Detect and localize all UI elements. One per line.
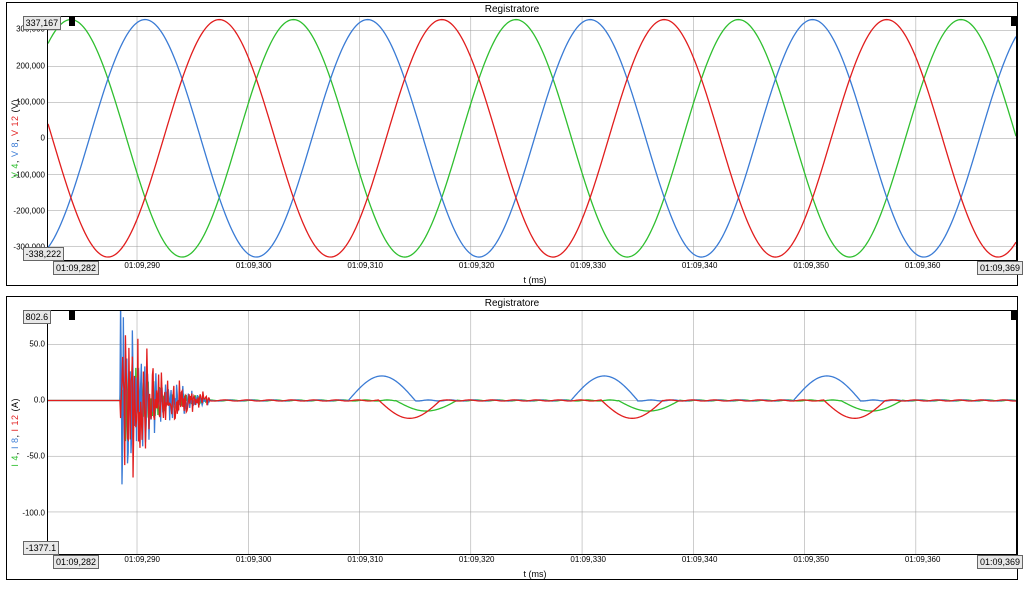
x-axis-label: t (ms) (53, 275, 1017, 285)
plot-wrap: V 4, V 8, V 12 (V) -300,000-200,000-100,… (7, 16, 1017, 261)
x-tick-label: 01:09,300 (236, 261, 272, 270)
x-tick-label: 01:09,360 (905, 261, 941, 270)
voltage-plot-area[interactable] (47, 16, 1017, 261)
chart-title: Registratore (7, 297, 1017, 310)
x-min-badge: 01:09,282 (53, 261, 99, 275)
y-tick-label: -100,000 (13, 170, 45, 179)
right-marker[interactable] (1011, 310, 1017, 320)
y-tick-label: 100,000 (16, 98, 45, 107)
x-tick-label: 01:09,320 (459, 261, 495, 270)
y-max-badge: 802.6 (23, 310, 52, 324)
y-tick-label: 200,000 (16, 61, 45, 70)
y-min-badge: -1377.1 (23, 541, 60, 555)
x-tick-label: 01:09,330 (570, 261, 606, 270)
current-plot-area[interactable] (47, 310, 1017, 555)
y-tick-label: 50.0 (29, 340, 45, 349)
y-tick-label: -100.0 (22, 508, 45, 517)
left-marker[interactable] (69, 310, 75, 320)
x-tick-label: 01:09,310 (347, 555, 383, 564)
x-tick-label: 01:09,340 (682, 555, 718, 564)
plot-wrap: I 4, I 8, I 12 (A) -100.0 -50.0 0.0 50.0 802… (7, 310, 1017, 555)
y-min-badge: -338,222 (23, 247, 65, 261)
x-axis: 01:09,290 01:09,300 01:09,310 01:09,320 01:0… (53, 555, 1023, 569)
y-tick-label: -50.0 (27, 452, 45, 461)
y-axis: -300,000-200,000-100,0000100,000200,0003… (23, 16, 47, 261)
voltage-chart-panel: Registratore V 4, V 8, V 12 (V) -300,000… (6, 2, 1018, 286)
chart-title: Registratore (7, 3, 1017, 16)
y-tick-label: -200,000 (13, 206, 45, 215)
right-marker[interactable] (1011, 16, 1017, 26)
x-tick-label: 01:09,290 (124, 261, 160, 270)
x-max-badge: 01:09,369 (977, 261, 1023, 275)
x-tick-label: 01:09,290 (124, 555, 160, 564)
x-tick-label: 01:09,360 (905, 555, 941, 564)
x-tick-label: 01:09,350 (793, 555, 829, 564)
x-tick-label: 01:09,300 (236, 555, 272, 564)
y-axis: -100.0-50.00.050.0802.6-1377.1 (23, 310, 47, 555)
x-axis-label: t (ms) (53, 569, 1017, 579)
y-axis-series-labels: I 4, I 8, I 12 (A) (7, 310, 23, 555)
y-tick-label: 0 (41, 134, 45, 143)
x-tick-label: 01:09,320 (459, 555, 495, 564)
x-max-badge: 01:09,369 (977, 555, 1023, 569)
left-marker[interactable] (69, 16, 75, 26)
x-tick-label: 01:09,310 (347, 261, 383, 270)
y-tick-label: 0.0 (34, 396, 45, 405)
y-max-badge: 337,167 (23, 16, 62, 30)
x-tick-label: 01:09,350 (793, 261, 829, 270)
x-axis: 01:09,290 01:09,300 01:09,310 01:09,320 01:0… (53, 261, 1023, 275)
x-tick-label: 01:09,330 (570, 555, 606, 564)
x-tick-label: 01:09,340 (682, 261, 718, 270)
x-min-badge: 01:09,282 (53, 555, 99, 569)
current-chart-panel: Registratore I 4, I 8, I 12 (A) -100.0 -5… (6, 296, 1018, 580)
y-axis-series-labels: V 4, V 8, V 12 (V) (7, 16, 23, 261)
